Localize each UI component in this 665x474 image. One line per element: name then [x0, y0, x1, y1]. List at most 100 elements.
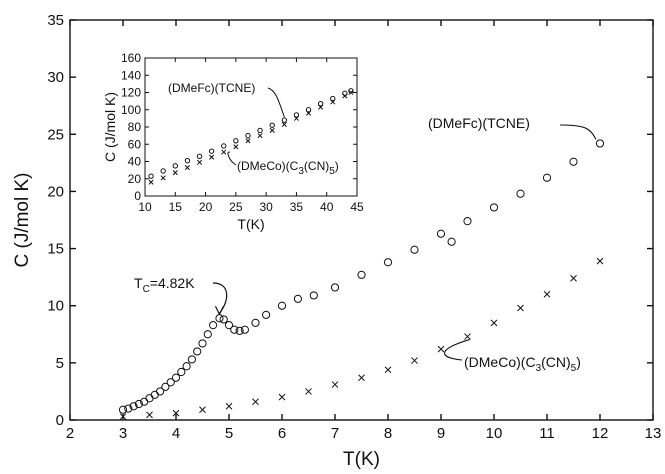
inset-label-dmeco-c3cn5-part: (CN) [304, 159, 329, 173]
y-tick-label: 80 [128, 120, 142, 134]
x-tick-label: 11 [539, 425, 555, 442]
data-point-circle [383, 258, 393, 267]
data-point-circle [198, 339, 207, 348]
data-point-circle [233, 138, 239, 144]
tc-subscript: C [143, 284, 150, 295]
data-point-cross [464, 333, 471, 340]
data-point-circle [240, 325, 249, 334]
x-tick-label: 12 [592, 425, 609, 442]
y-tick-label: 160 [121, 51, 141, 65]
inset-label-arrow-dmefc [267, 87, 285, 118]
inset-label-dmeco-c3cn5-part: 3 [298, 166, 304, 177]
data-point-circle [245, 132, 251, 139]
data-point-circle [330, 95, 336, 102]
data-point-circle [150, 390, 159, 399]
data-point-cross [358, 374, 365, 382]
series-label-dmeco-c3cn5: (DMeCo)(C3(CN)5) [464, 354, 581, 374]
y-tick-label: 140 [121, 68, 141, 82]
data-point-circle [187, 355, 196, 364]
data-point-circle [257, 127, 263, 134]
data-point-cross [543, 290, 551, 298]
data-point-circle [235, 326, 244, 335]
series-dmeco-c3cn5 [148, 89, 354, 185]
data-point-circle [305, 107, 312, 113]
x-tick-label: 30 [259, 200, 273, 214]
data-point-cross [209, 154, 215, 160]
data-point-circle [184, 157, 191, 164]
series-label-dmeco-c3cn5-part: (DMeCo)(C [464, 354, 536, 370]
data-point-cross [305, 110, 312, 116]
x-tick-label: 10 [486, 425, 503, 442]
y-axis-title: C (J/mol K) [102, 92, 118, 162]
inset-label-arrow-dmeco [227, 151, 237, 166]
data-point-cross [490, 319, 498, 327]
data-point-cross [146, 411, 153, 419]
data-point-cross [221, 149, 227, 155]
x-tick-label: 2 [66, 425, 74, 442]
plot-frame [144, 57, 358, 197]
data-point-cross [278, 393, 286, 401]
data-point-circle [293, 294, 302, 303]
data-point-circle [357, 270, 366, 279]
data-point-cross [305, 388, 312, 395]
data-point-circle [269, 122, 275, 128]
data-point-circle [208, 148, 215, 154]
data-point-circle [251, 318, 260, 327]
x-tick-label: 7 [331, 425, 339, 442]
tc-annotation: TC=4.82K [134, 275, 195, 295]
data-point-circle [317, 101, 324, 107]
inset-label-dmeco-c3cn5-part: 5 [329, 166, 335, 177]
data-point-circle [463, 217, 472, 226]
data-point-cross [196, 159, 203, 165]
data-point-circle [281, 117, 288, 123]
data-point-circle [161, 382, 170, 391]
data-point-cross [596, 257, 604, 265]
y-tick-label: 20 [128, 172, 142, 186]
data-point-cross [342, 93, 348, 99]
data-point-cross [199, 406, 206, 414]
x-axis-title: T(K) [237, 216, 264, 232]
data-point-cross [172, 409, 180, 417]
y-tick-label: 40 [128, 155, 142, 169]
data-point-circle [224, 321, 234, 330]
data-point-circle [262, 310, 271, 319]
x-tick-label: 3 [119, 425, 127, 442]
data-point-circle [595, 139, 605, 148]
data-point-cross [160, 175, 166, 181]
y-tick-label: 60 [128, 137, 142, 151]
inset-label-dmefc-tcne: (DMeFc)(TCNE) [168, 81, 255, 95]
data-point-circle [145, 394, 154, 403]
series-label-arrow-dmeco [444, 339, 470, 361]
x-tick-label: 35 [290, 200, 304, 214]
x-tick-label: 25 [229, 200, 243, 214]
data-point-cross [517, 304, 524, 312]
data-point-cross [184, 164, 190, 171]
data-point-circle [309, 291, 318, 300]
data-point-circle [134, 399, 143, 409]
y-tick-label: 0 [56, 412, 64, 429]
series-dmefc-tcne [148, 88, 354, 179]
x-tick-label: 20 [199, 200, 213, 214]
data-point-circle [148, 173, 154, 179]
plot-frame [69, 19, 654, 421]
data-point-cross [119, 413, 127, 420]
inset-label-dmeco-c3cn5: (DMeCo)(C3(CN)5) [237, 159, 339, 177]
data-point-circle [172, 163, 178, 169]
data-point-cross [293, 115, 299, 121]
data-point-cross [570, 274, 577, 282]
tc-value: =4.82K [150, 275, 195, 291]
data-point-cross [257, 133, 263, 139]
x-tick-label: 13 [645, 425, 662, 442]
series-label-dmeco-c3cn5-part: (CN) [541, 354, 571, 370]
data-point-cross [437, 345, 445, 353]
data-point-cross [233, 144, 239, 150]
data-point-circle [129, 402, 138, 411]
y-axis-title: C (J/mol K) [12, 173, 33, 268]
data-point-circle [118, 405, 128, 414]
y-tick-label: 0 [134, 189, 141, 203]
y-tick-label: 35 [47, 12, 64, 29]
x-tick-label: 4 [172, 425, 180, 442]
data-point-circle [219, 315, 228, 324]
y-tick-label: 25 [47, 126, 64, 143]
